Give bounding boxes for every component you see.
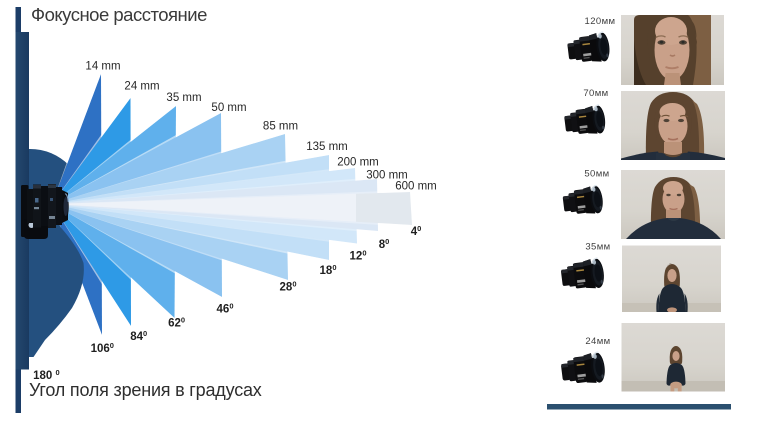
svg-text:24 mm: 24 mm (124, 81, 159, 93)
svg-text:280: 280 (280, 280, 297, 294)
svg-text:50 mm: 50 mm (211, 102, 246, 114)
svg-text:35мм: 35мм (585, 242, 610, 253)
svg-text:80: 80 (379, 237, 390, 251)
svg-text:200 mm: 200 mm (337, 157, 379, 169)
svg-text:85 mm: 85 mm (263, 121, 298, 133)
svg-text:620: 620 (168, 316, 185, 330)
svg-text:300 mm: 300 mm (366, 170, 408, 182)
svg-text:Фокусное расстояние: Фокусное расстояние (31, 4, 207, 25)
svg-text:40: 40 (411, 224, 422, 238)
svg-text:600 mm: 600 mm (395, 181, 437, 193)
svg-text:135 mm: 135 mm (306, 141, 348, 153)
svg-text:35 mm: 35 mm (166, 92, 201, 104)
svg-text:180: 180 (320, 263, 337, 277)
svg-text:1060: 1060 (91, 341, 114, 355)
svg-text:120: 120 (350, 249, 367, 263)
svg-text:14 mm: 14 mm (85, 61, 120, 73)
svg-text:24мм: 24мм (585, 336, 610, 347)
svg-text:180 0: 180 0 (33, 368, 60, 382)
svg-text:70мм: 70мм (583, 88, 608, 99)
svg-text:840: 840 (130, 329, 147, 343)
svg-text:120мм: 120мм (585, 16, 616, 27)
svg-text:Угол поля зрения в градусах: Угол поля зрения в градусах (29, 380, 262, 400)
svg-text:50мм: 50мм (584, 169, 609, 180)
svg-text:460: 460 (217, 302, 234, 316)
